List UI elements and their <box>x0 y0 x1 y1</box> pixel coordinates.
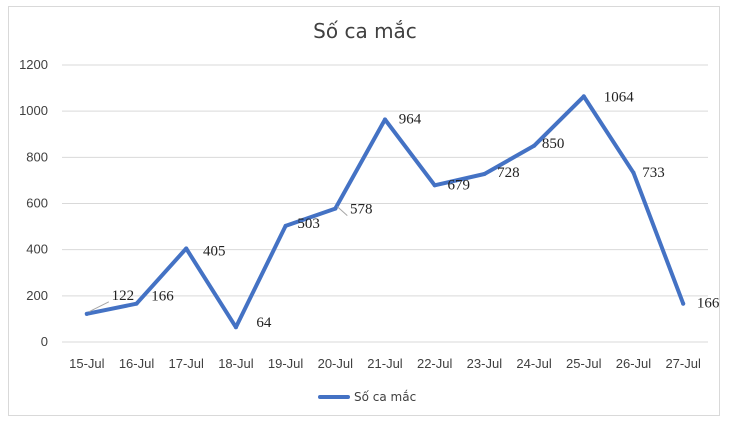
data-point <box>134 301 139 306</box>
chart-frame <box>8 6 720 416</box>
legend-label: Số ca mắc <box>354 390 416 404</box>
data-point <box>184 246 189 251</box>
chart-title: Số ca mắc <box>313 19 417 43</box>
x-tick-label: 21-Jul <box>367 356 403 371</box>
series-line <box>84 94 686 330</box>
x-tick-label: 19-Jul <box>268 356 304 371</box>
y-tick-label: 400 <box>26 242 48 257</box>
data-label: 850 <box>542 136 565 152</box>
x-tick-label: 23-Jul <box>467 356 503 371</box>
data-point <box>581 94 586 99</box>
y-tick-label: 0 <box>41 334 48 349</box>
x-axis-ticks: 15-Jul 16-Jul 17-Jul 18-Jul 19-Jul 20-Jul 21-J… <box>69 356 701 371</box>
data-label: 166 <box>151 289 174 305</box>
y-tick-label: 1200 <box>19 57 48 72</box>
x-tick-label: 27-Jul <box>665 356 701 371</box>
x-tick-label: 16-Jul <box>119 356 155 371</box>
y-tick-label: 200 <box>26 288 48 303</box>
data-label: 64 <box>256 315 272 331</box>
legend: Số ca mắc <box>318 390 416 404</box>
data-point <box>482 171 487 176</box>
x-tick-label: 26-Jul <box>616 356 652 371</box>
data-label: 1064 <box>604 89 635 105</box>
data-label: 578 <box>350 202 373 218</box>
data-point <box>84 311 89 316</box>
data-label: 964 <box>399 111 422 127</box>
data-label: 728 <box>497 165 520 181</box>
data-point <box>432 183 437 188</box>
data-point <box>383 117 387 122</box>
data-label: 679 <box>447 177 470 193</box>
x-tick-label: 18-Jul <box>218 356 254 371</box>
gridlines <box>62 64 708 343</box>
data-point <box>681 301 686 306</box>
data-point <box>532 143 537 148</box>
x-tick-label: 17-Jul <box>169 356 205 371</box>
data-labels: 122 166 405 64 503 578 964 679 728 850 1064 733 166 <box>88 89 720 331</box>
y-tick-label: 800 <box>26 149 48 164</box>
series-layer <box>84 94 686 330</box>
x-tick-label: 25-Jul <box>566 356 602 371</box>
y-tick-label: 1000 <box>19 103 48 118</box>
y-axis-ticks: 0 200 400 600 800 1000 1200 <box>19 57 48 349</box>
data-point <box>283 223 288 228</box>
x-tick-label: 22-Jul <box>417 356 453 371</box>
x-tick-label: 20-Jul <box>318 356 354 371</box>
x-tick-label: 24-Jul <box>516 356 552 371</box>
data-label: 166 <box>697 296 720 312</box>
x-tick-label: 15-Jul <box>69 356 105 371</box>
data-point <box>631 170 636 175</box>
data-label: 503 <box>297 216 320 232</box>
data-label: 405 <box>203 244 226 260</box>
data-point <box>333 206 338 211</box>
data-label-leader <box>88 301 110 313</box>
data-point <box>233 325 238 330</box>
data-label: 733 <box>642 165 665 181</box>
y-tick-label: 600 <box>26 196 48 211</box>
data-label: 122 <box>112 288 135 304</box>
data-label-leader <box>336 206 348 216</box>
